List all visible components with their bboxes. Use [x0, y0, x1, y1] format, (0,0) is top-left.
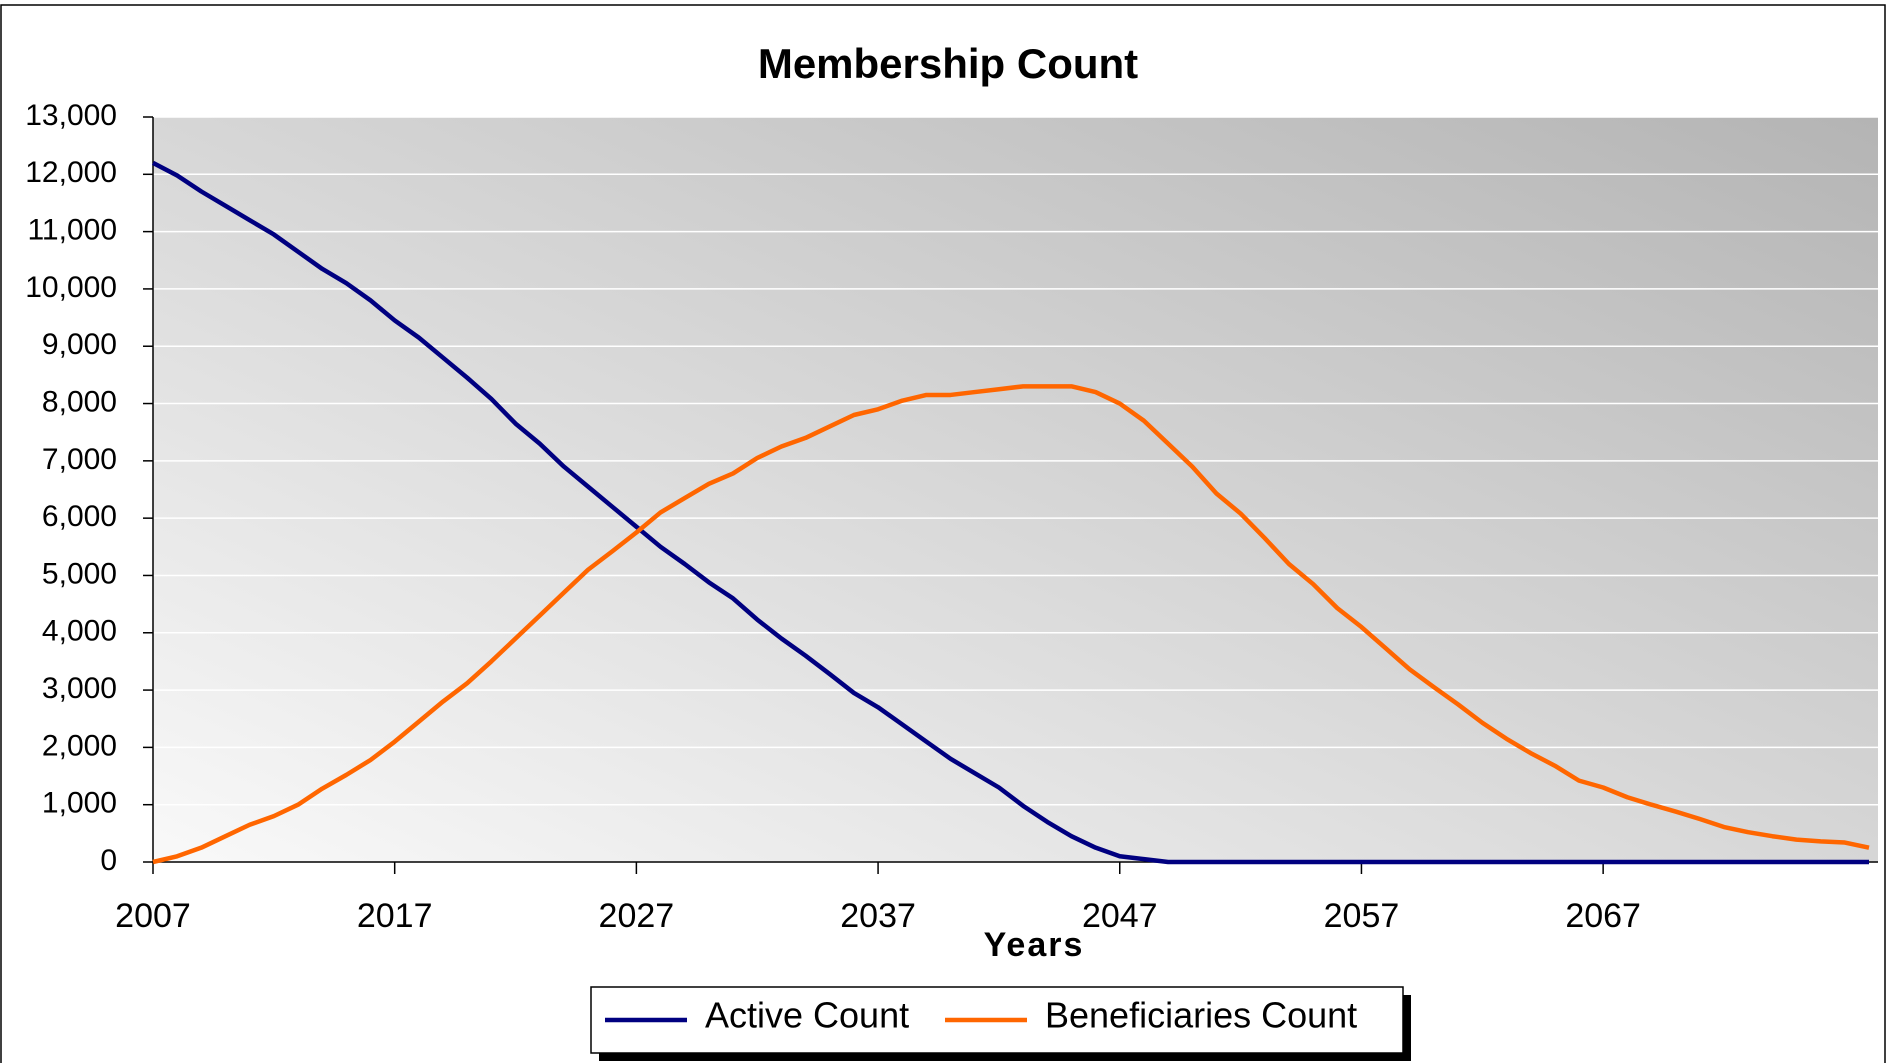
y-tick-label: 9,000 — [42, 328, 117, 361]
y-tick-label: 1,000 — [42, 787, 117, 820]
line-series — [152, 384, 1870, 865]
legend-label: Beneficiaries Count — [1045, 995, 1357, 1036]
y-tick-label: 3,000 — [42, 672, 117, 705]
x-tick-label: 2017 — [357, 897, 433, 935]
y-tick-label: 11,000 — [27, 214, 117, 247]
x-tick-label: 2027 — [599, 897, 675, 935]
y-tick-label: 7,000 — [42, 443, 117, 476]
y-tick-label: 0 — [100, 844, 117, 877]
y-tick-label: 5,000 — [42, 557, 117, 590]
y-tick-label: 13,000 — [25, 99, 117, 132]
x-tick-label: 2037 — [840, 897, 916, 935]
y-tick-label: 4,000 — [42, 615, 117, 648]
x-tick-label: 2057 — [1324, 897, 1400, 935]
line-series — [151, 160, 1869, 865]
x-tick-label: 2067 — [1565, 897, 1641, 935]
y-tick-label: 6,000 — [42, 500, 117, 533]
y-tick-label: 2,000 — [42, 729, 117, 762]
chart-title: Membership Count — [758, 40, 1138, 87]
y-tick-label: 10,000 — [25, 271, 117, 304]
x-axis-label: Years — [984, 926, 1085, 964]
y-tick-label: 12,000 — [25, 156, 117, 189]
plot-area — [153, 117, 1878, 862]
y-tick-label: 8,000 — [42, 385, 117, 418]
x-tick-label: 2047 — [1082, 897, 1158, 935]
x-tick-label: 2007 — [115, 897, 191, 935]
legend-label: Active Count — [705, 995, 909, 1036]
